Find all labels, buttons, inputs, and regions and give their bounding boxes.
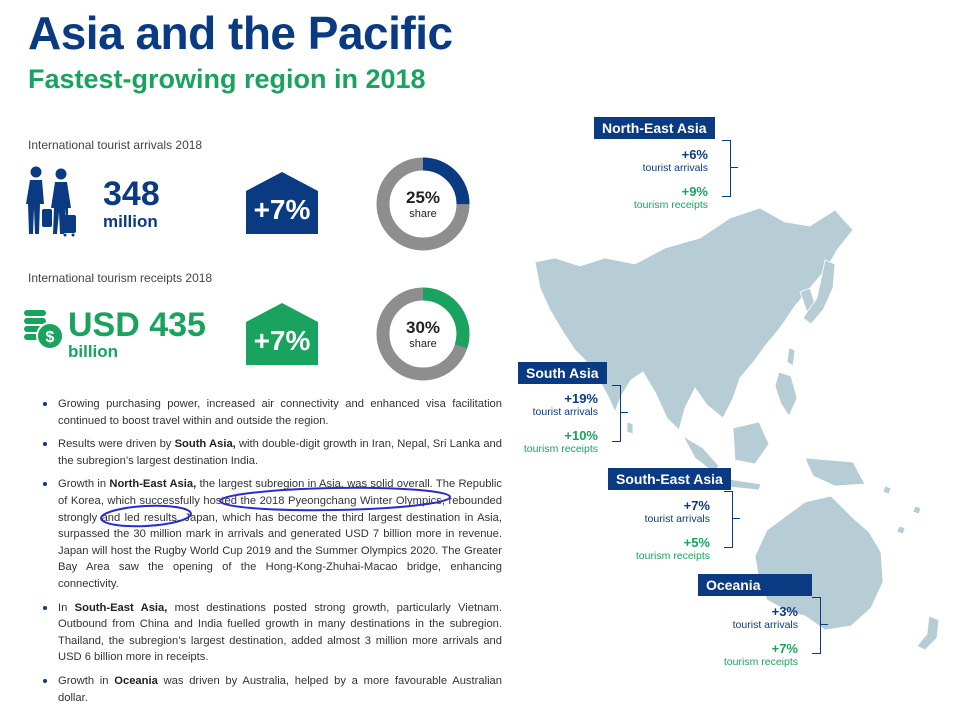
- region-stats-oceania: +3% tourist arrivals +7% tourism receipt…: [723, 604, 798, 668]
- receipts-unit: billion: [68, 342, 119, 361]
- receipts-value: USD 435: [68, 306, 206, 344]
- page-subtitle: Fastest-growing region in 2018: [28, 64, 426, 94]
- region-stats-south-asia: +19% tourist arrivals +10% tourism recei…: [523, 391, 598, 455]
- receipts-share-value: 30%: [405, 318, 441, 337]
- map-landmass-taiwan: [786, 347, 796, 367]
- bracket-line: [722, 140, 731, 197]
- receipts-share-label: share: [409, 338, 437, 350]
- page-title: Asia and the Pacific: [28, 7, 453, 59]
- bullet-list: Growing purchasing power, increased air …: [30, 396, 502, 713]
- arrivals-label: International tourist arrivals 2018: [28, 138, 203, 152]
- map-landmass-japan: [802, 259, 836, 325]
- bracket-line: [820, 624, 828, 625]
- house-shape-icon: [246, 303, 318, 365]
- arrivals-donut-arc: [376, 157, 470, 251]
- bracket-line: [620, 412, 628, 413]
- map-island-pacific: [896, 525, 906, 535]
- region-stats-north-east-asia: +6% tourist arrivals +9% tourism receipt…: [633, 147, 708, 211]
- receipts-donut-arc: [376, 287, 470, 381]
- map-landmass-philippines: [774, 371, 798, 417]
- map-landmass-sumatra: [681, 434, 720, 473]
- map-landmass-sri-lanka: [626, 421, 634, 435]
- region-label-north-east-asia: North-East Asia: [594, 117, 715, 139]
- region-label-south-east-asia: South-East Asia: [608, 468, 731, 490]
- bullet-item: Results were driven by South Asia, with …: [30, 436, 502, 469]
- arrivals-share-value: 25%: [405, 188, 441, 207]
- map-landmass-new-zealand: [916, 615, 940, 651]
- bullet-item: In South-East Asia, most destinations po…: [30, 600, 502, 666]
- bracket-line: [724, 491, 733, 548]
- arrivals-share-donut: 25% share: [375, 156, 471, 252]
- asia-pacific-map: [535, 207, 940, 651]
- map-island-pacific: [882, 485, 892, 495]
- map-landmass-new-guinea: [804, 457, 866, 487]
- bracket-line: [812, 597, 821, 654]
- arrivals-growth-value: +7%: [253, 194, 311, 225]
- receipts-share-donut: 30% share: [375, 286, 471, 382]
- region-stats-south-east-asia: +7% tourist arrivals +5% tourism receipt…: [635, 498, 710, 562]
- bracket-line: [730, 167, 738, 168]
- coins-dollar-icon: $: [24, 310, 64, 350]
- map-landmass-asia: [535, 207, 854, 431]
- receipts-growth-badge: +7%: [246, 303, 318, 365]
- bracket-line: [732, 518, 740, 519]
- bullet-item: Growth in North-East Asia, the largest s…: [30, 476, 502, 592]
- region-label-oceania: Oceania: [698, 574, 812, 596]
- map-island-pacific: [912, 505, 922, 515]
- arrivals-growth-badge: +7%: [246, 172, 318, 234]
- arrivals-share-label: share: [409, 208, 437, 220]
- receipts-growth-value: +7%: [253, 325, 311, 356]
- house-shape-icon: [246, 172, 318, 234]
- bracket-line: [612, 385, 621, 442]
- arrivals-unit: million: [103, 212, 158, 231]
- map-landmass-borneo: [732, 421, 770, 465]
- receipts-label: International tourism receipts 2018: [28, 271, 213, 285]
- region-label-south-asia: South Asia: [518, 362, 607, 384]
- bullet-item: Growing purchasing power, increased air …: [30, 396, 502, 429]
- svg-text:$: $: [46, 329, 55, 346]
- arrivals-value: 348: [103, 175, 160, 213]
- travellers-icon: [26, 166, 76, 237]
